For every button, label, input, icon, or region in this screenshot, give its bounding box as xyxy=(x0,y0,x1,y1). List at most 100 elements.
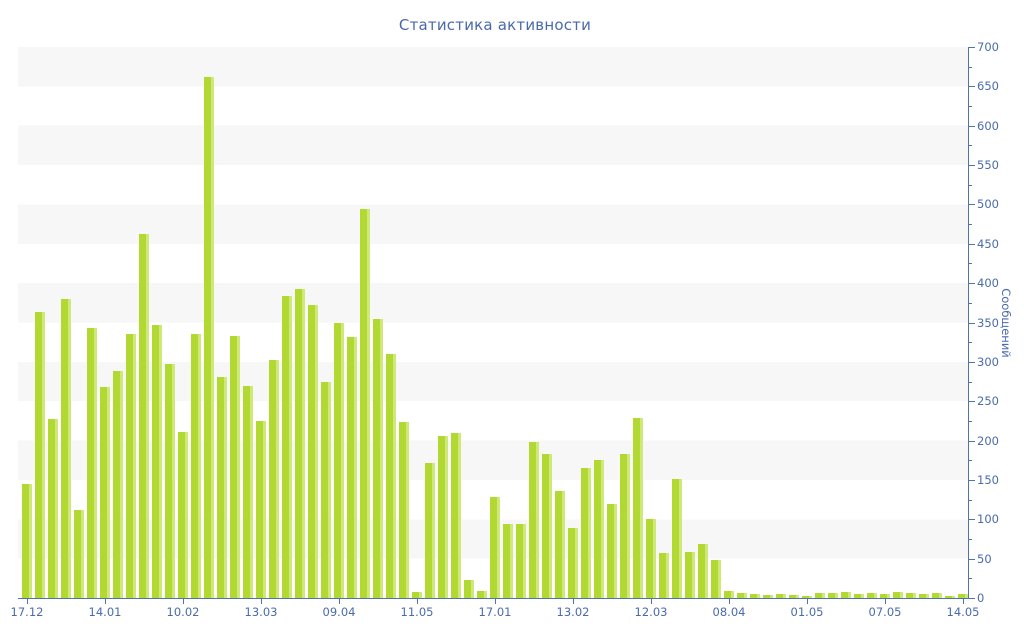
bar xyxy=(932,593,942,598)
x-tick-label: 01.05 xyxy=(790,605,824,619)
y-minor-tick xyxy=(969,184,972,186)
y-minor-tick xyxy=(969,224,972,226)
bar xyxy=(373,318,383,598)
bar xyxy=(737,593,747,598)
y-tick-label: 50 xyxy=(977,551,992,566)
bar xyxy=(360,209,370,598)
bar xyxy=(74,509,84,598)
x-tick-label: 10.02 xyxy=(166,605,200,619)
bar xyxy=(35,312,45,598)
x-tick xyxy=(651,599,652,604)
x-tick xyxy=(807,599,808,604)
y-major-tick xyxy=(969,322,975,324)
y-minor-tick xyxy=(969,578,972,580)
y-tick-label: 600 xyxy=(977,118,999,133)
x-tick-label: 13.03 xyxy=(244,605,278,619)
bar xyxy=(906,593,916,598)
y-tick-label: 350 xyxy=(977,315,999,330)
bar xyxy=(698,543,708,598)
y-minor-tick xyxy=(969,263,972,265)
bar xyxy=(672,479,682,598)
bar xyxy=(815,593,825,598)
y-major-tick xyxy=(969,361,975,363)
y-major-tick xyxy=(969,598,975,599)
bar xyxy=(477,590,487,598)
bar xyxy=(854,594,864,598)
bar xyxy=(321,381,331,598)
y-major-tick xyxy=(969,204,975,206)
bar xyxy=(464,579,474,598)
x-tick-label: 07.05 xyxy=(868,605,902,619)
bar xyxy=(750,594,760,598)
y-tick-label: 550 xyxy=(977,158,999,173)
bar xyxy=(87,328,97,598)
bar xyxy=(126,333,136,598)
bar xyxy=(633,417,643,598)
y-minor-tick xyxy=(969,302,972,304)
x-tick xyxy=(885,599,886,604)
bar xyxy=(841,591,851,598)
x-tick xyxy=(573,599,574,604)
bar xyxy=(594,460,604,598)
chart-title: Статистика активности xyxy=(398,16,592,34)
bar xyxy=(711,560,721,598)
y-tick-label: 200 xyxy=(977,433,999,448)
bar xyxy=(386,354,396,598)
bar xyxy=(490,497,500,598)
bar xyxy=(776,594,786,598)
bar xyxy=(620,453,630,598)
y-major-tick xyxy=(969,558,975,560)
x-tick xyxy=(963,599,964,604)
bar xyxy=(685,552,695,598)
y-major-tick xyxy=(969,165,975,167)
bar xyxy=(256,420,266,598)
bar xyxy=(22,483,32,598)
bar xyxy=(659,553,669,598)
bar xyxy=(334,323,344,598)
y-major-tick xyxy=(969,47,975,48)
bar xyxy=(269,360,279,598)
y-major-tick xyxy=(969,401,975,403)
x-tick-label: 13.02 xyxy=(556,605,590,619)
x-tick xyxy=(495,599,496,604)
bar xyxy=(724,590,734,598)
y-major-tick xyxy=(969,125,975,127)
bar xyxy=(646,519,656,598)
x-tick-label: 12.03 xyxy=(634,605,668,619)
y-minor-tick xyxy=(969,66,972,68)
bar xyxy=(516,524,526,598)
bar xyxy=(113,370,123,598)
x-tick xyxy=(105,599,106,604)
bar xyxy=(555,490,565,598)
x-tick xyxy=(729,599,730,604)
bar xyxy=(607,504,617,598)
bar xyxy=(347,337,357,598)
y-minor-tick xyxy=(969,460,972,462)
y-tick-label: 450 xyxy=(977,236,999,251)
bar xyxy=(243,386,253,598)
x-tick-label: 08.04 xyxy=(712,605,746,619)
x-tick xyxy=(339,599,340,604)
y-tick-label: 150 xyxy=(977,472,999,487)
bar xyxy=(828,592,838,598)
y-tick-label: 650 xyxy=(977,79,999,94)
y-minor-tick xyxy=(969,499,972,501)
bar xyxy=(412,591,422,598)
y-major-tick xyxy=(969,440,975,442)
bar xyxy=(919,594,929,598)
y-tick-label: 0 xyxy=(977,591,985,605)
bar xyxy=(308,305,318,598)
y-major-tick xyxy=(969,243,975,245)
bar xyxy=(958,594,968,598)
bar xyxy=(61,298,71,598)
bar xyxy=(204,76,214,598)
bar xyxy=(880,594,890,598)
bar xyxy=(178,431,188,598)
bar xyxy=(763,594,773,598)
x-tick xyxy=(417,599,418,604)
bar xyxy=(425,463,435,598)
bar xyxy=(282,295,292,598)
bar xyxy=(529,442,539,598)
y-tick-label: 300 xyxy=(977,354,999,369)
